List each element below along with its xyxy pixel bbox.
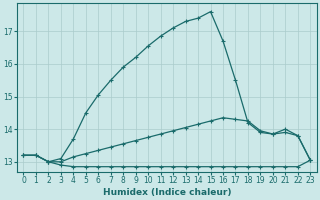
X-axis label: Humidex (Indice chaleur): Humidex (Indice chaleur) — [103, 188, 231, 197]
